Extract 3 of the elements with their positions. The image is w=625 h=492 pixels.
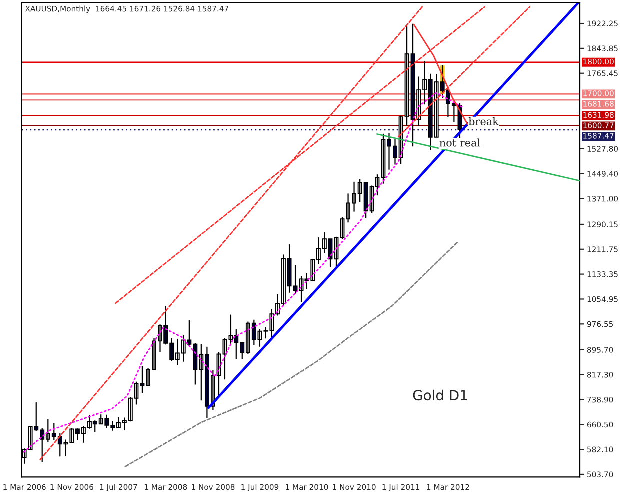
annotation: not real [440, 138, 480, 147]
annotation: break [468, 117, 499, 126]
annotation: Gold D1 [413, 390, 468, 401]
